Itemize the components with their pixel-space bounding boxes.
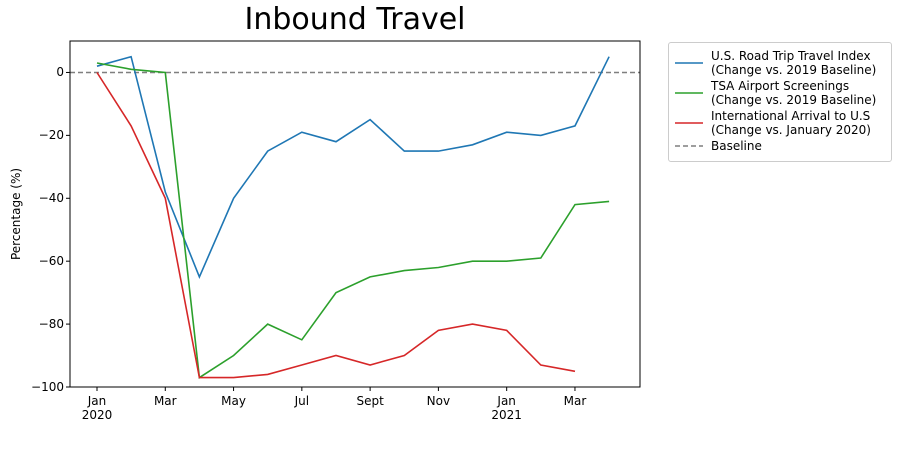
x-tick-label: Mar [563,394,587,408]
legend-item: TSA Airport Screenings (Change vs. 2019 … [675,79,885,107]
plot-frame [69,40,641,388]
x-tick-label: Nov [426,394,451,408]
legend-label: U.S. Road Trip Travel Index (Change vs. … [711,49,877,77]
legend-item: International Arrival to U.S (Change vs.… [675,109,885,137]
legend-swatch [675,92,703,94]
series-line [96,72,576,379]
legend-label: TSA Airport Screenings (Change vs. 2019 … [711,79,877,107]
y-tick-label: 0 [56,65,64,80]
x-tick-label: Mar [153,394,177,408]
x-tick-label: Jul [294,394,310,408]
y-tick-label: −80 [38,317,64,332]
y-tick-label: −100 [31,380,64,394]
legend-label: Baseline [711,139,762,153]
legend-item: U.S. Road Trip Travel Index (Change vs. … [675,49,885,77]
x-tick-label: Sept [356,394,384,408]
y-tick-label: −60 [38,254,64,269]
legend: U.S. Road Trip Travel Index (Change vs. … [668,42,892,162]
legend-item: Baseline [675,139,885,153]
legend-swatch [675,145,703,147]
x-tick-label: Jan 2020 [81,394,113,422]
series-line [96,55,610,279]
series-line [96,62,610,379]
y-tick-label: −20 [38,128,64,143]
legend-label: International Arrival to U.S (Change vs.… [711,109,871,137]
legend-swatch [675,122,703,124]
x-tick-label: May [221,394,246,408]
y-tick-label: −40 [38,191,64,206]
chart-title: Inbound Travel [244,2,466,37]
legend-swatch [675,62,703,64]
x-tick-label: Jan 2021 [491,394,522,422]
